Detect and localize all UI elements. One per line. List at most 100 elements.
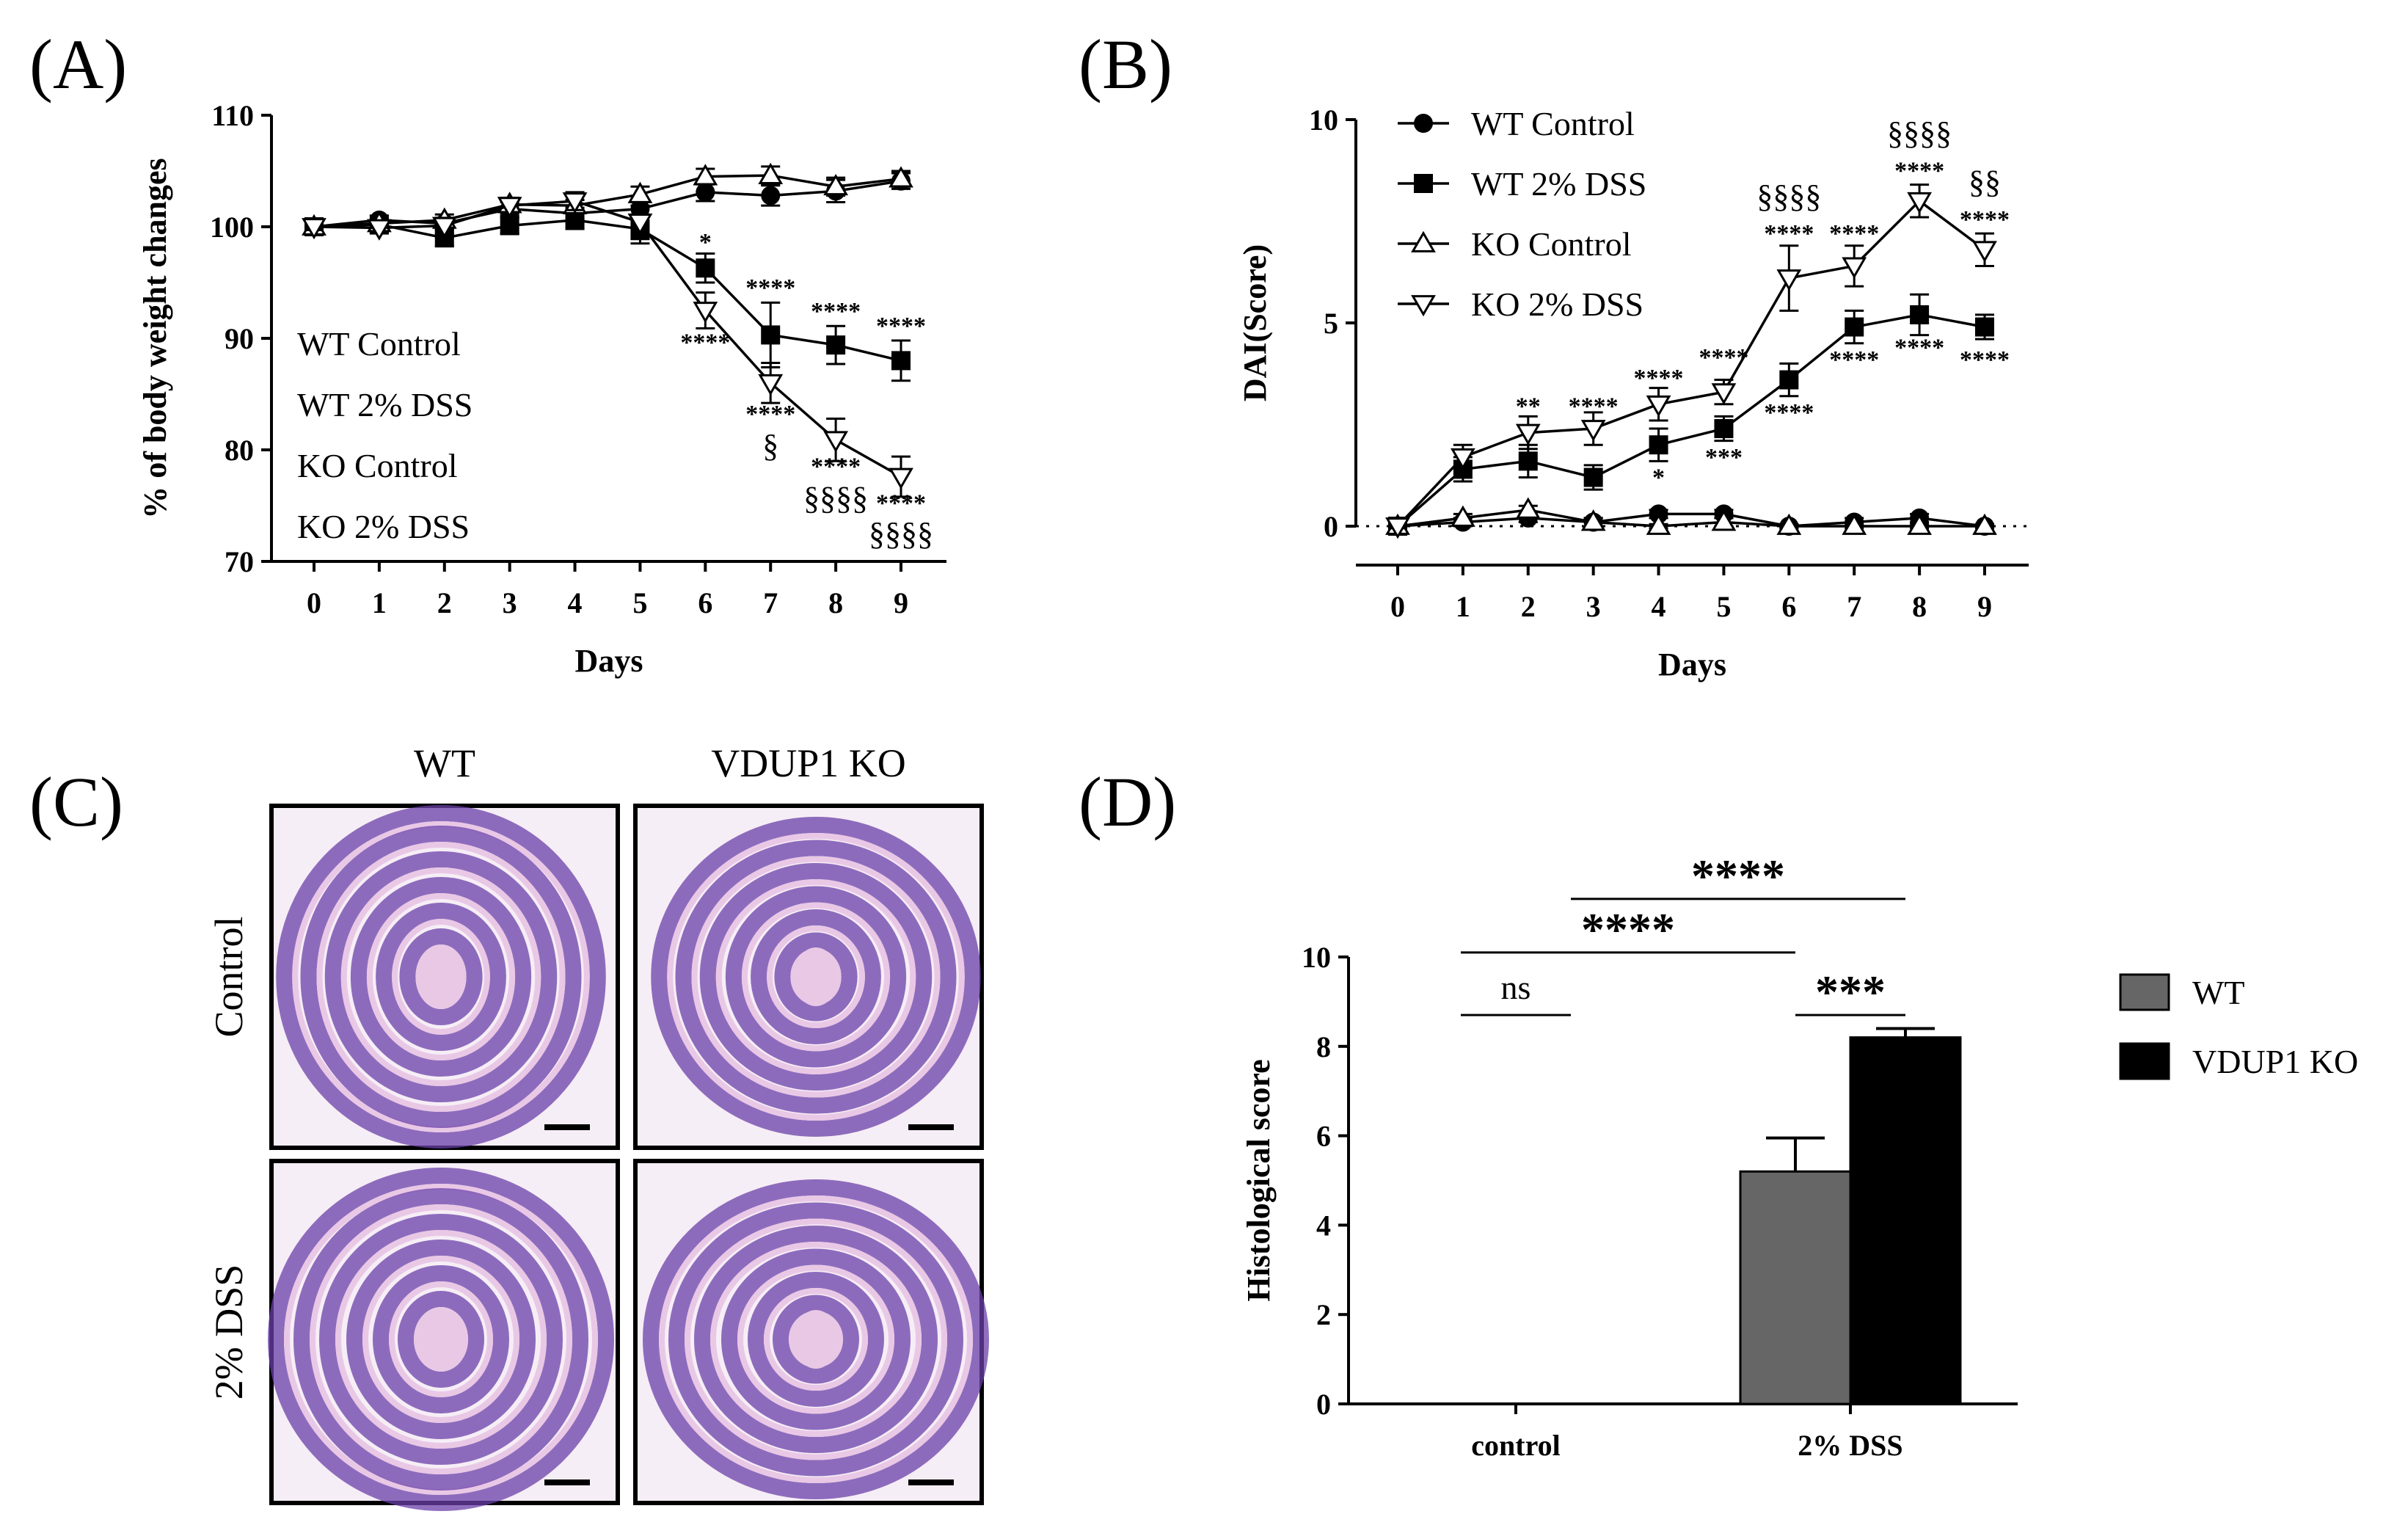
data-point xyxy=(1845,317,1864,337)
series-wt-control xyxy=(1388,504,1994,536)
tissue-crypt-layer xyxy=(748,1272,884,1407)
y-tick-label: 2 xyxy=(1316,1298,1331,1331)
tissue-mucosa-layer xyxy=(335,1230,547,1449)
y-axis-label: Histological score xyxy=(1241,1059,1277,1301)
data-point xyxy=(1776,269,1802,291)
tissue-lumen xyxy=(419,947,463,1006)
x-tick-label: 2 xyxy=(1521,590,1536,623)
panel-label: (A) xyxy=(29,25,127,103)
tissue-crypt-layer xyxy=(675,840,957,1114)
data-point xyxy=(366,219,392,241)
significance-section-mark: §§§§ xyxy=(1887,115,1952,151)
x-tick-label: 4 xyxy=(568,586,583,619)
tissue-mucosa-layer xyxy=(667,833,965,1121)
tissue-mucosa-layer xyxy=(310,1204,572,1474)
y-tick-label: 5 xyxy=(1324,307,1338,340)
x-axis-label: Days xyxy=(575,643,643,679)
y-tick-label: 10 xyxy=(1309,103,1338,137)
micrograph-1 xyxy=(269,804,620,1150)
legend-label: WT 2% DSS xyxy=(297,386,473,423)
tissue-mucosa-layer xyxy=(764,1288,868,1391)
column-header-vdup1-ko: VDUP1 KO xyxy=(711,741,906,785)
significance-asterisks: * xyxy=(1652,465,1665,492)
data-point xyxy=(696,258,715,278)
legend-label: WT 2% DSS xyxy=(1471,165,1646,203)
series-line xyxy=(1397,509,1985,528)
tissue-crypt-layer xyxy=(694,1226,938,1453)
tissue-mucosa-layer xyxy=(767,925,865,1028)
x-tick-label: 1 xyxy=(372,586,387,619)
panel-c-micrographs: (C) WT VDUP1 KO Control 2% DSS xyxy=(29,741,989,1511)
series-line xyxy=(313,174,902,228)
tissue-mucosa-layer xyxy=(710,1242,922,1437)
series-wt-2pct-dss xyxy=(1388,293,1994,536)
x-axis-label: Days xyxy=(1658,647,1726,683)
x-tick-label: 1 xyxy=(1456,590,1470,623)
significance-asterisks: **** xyxy=(745,401,795,428)
data-point xyxy=(627,181,653,203)
x-tick-label: 0 xyxy=(1390,590,1405,623)
legend-marker xyxy=(1414,114,1433,133)
bar-wt-2pct-dss xyxy=(1739,1170,1852,1405)
significance-section-mark: §§§§ xyxy=(1756,178,1821,214)
significance-asterisks: **** xyxy=(1894,157,1944,184)
tissue-crypt-layer xyxy=(319,1214,563,1465)
tissue-mucosa-layer xyxy=(292,821,590,1132)
data-point xyxy=(1972,241,1997,263)
tissue-mucosa-layer xyxy=(366,893,516,1060)
x-tick-label: 2% DSS xyxy=(1798,1429,1902,1462)
data-point xyxy=(693,164,718,186)
significance-asterisks: **** xyxy=(1764,399,1814,426)
significance-section-mark: §§§§ xyxy=(803,481,868,517)
x-tick-label: 3 xyxy=(1586,590,1601,623)
significance-asterisks: **** xyxy=(876,490,926,517)
data-point xyxy=(1842,257,1867,279)
data-point xyxy=(562,192,588,214)
data-point xyxy=(1649,435,1668,455)
data-point xyxy=(761,186,781,205)
bar-vdup1-ko-2pct-dss xyxy=(1849,1036,1962,1405)
significance-asterisks: **** xyxy=(745,274,795,302)
series-ko-2pct-dss xyxy=(302,191,913,498)
significance-asterisks: ** xyxy=(1516,393,1541,421)
tissue-mucosa-layer xyxy=(392,919,490,1035)
data-point xyxy=(1515,423,1541,445)
data-point xyxy=(693,302,718,324)
series-ko-control xyxy=(1385,497,1997,535)
data-point xyxy=(761,325,781,345)
significance-asterisks: **** xyxy=(811,453,861,480)
y-tick-label: 90 xyxy=(225,322,254,355)
data-point xyxy=(497,197,522,219)
tissue-crypt-layer xyxy=(751,909,881,1044)
data-point xyxy=(1907,513,1933,535)
significance-asterisks: **** xyxy=(876,313,926,340)
micrograph-3 xyxy=(268,1159,620,1511)
tissue-crypt-layer xyxy=(399,928,483,1025)
tissue-lumen xyxy=(794,1310,838,1369)
data-point xyxy=(1842,513,1867,535)
data-point xyxy=(1779,370,1799,390)
data-point xyxy=(758,162,784,184)
data-point xyxy=(823,173,849,196)
tissue-crypt-layer xyxy=(699,863,933,1091)
series-line xyxy=(313,200,902,478)
legend-label: KO 2% DSS xyxy=(297,508,470,545)
x-tick-label: 6 xyxy=(698,586,712,619)
y-tick-label: 100 xyxy=(210,211,254,244)
significance-asterisks: **** xyxy=(1569,393,1619,421)
tissue-crypt-layer xyxy=(376,903,506,1051)
data-point xyxy=(889,166,913,188)
significance-asterisks: *** xyxy=(1815,966,1886,1018)
series-line xyxy=(1396,199,1986,528)
tissue-crypt-layer xyxy=(276,805,606,1149)
data-point xyxy=(1580,420,1606,442)
tissue-crypt-layer xyxy=(774,932,858,1022)
tissue-crypt-layer xyxy=(725,886,907,1068)
legend-marker xyxy=(1411,230,1436,252)
x-tick-label: 7 xyxy=(763,586,778,619)
significance-section-mark: § xyxy=(762,428,778,464)
x-tick-label: 3 xyxy=(503,586,517,619)
data-point xyxy=(758,374,784,396)
y-tick-label: 70 xyxy=(225,545,254,578)
x-tick-label: 5 xyxy=(632,586,647,619)
